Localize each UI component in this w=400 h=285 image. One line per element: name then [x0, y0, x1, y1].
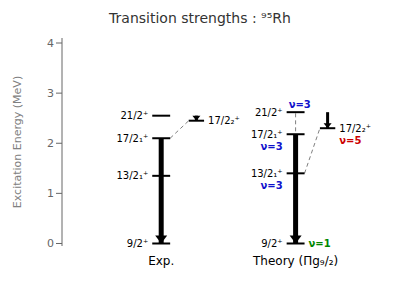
svg-text:Excitation Energy (MeV): Excitation Energy (MeV) — [11, 76, 24, 208]
svg-text:13/2₁⁺: 13/2₁⁺ — [116, 170, 148, 181]
svg-text:17/2₁⁺: 17/2₁⁺ — [251, 129, 283, 140]
svg-text:ν=3: ν=3 — [289, 99, 311, 110]
svg-text:ν=1: ν=1 — [309, 238, 331, 249]
svg-text:21/2⁺: 21/2⁺ — [255, 107, 283, 118]
svg-text:17/2₂⁺: 17/2₂⁺ — [339, 123, 371, 134]
svg-text:ν=3: ν=3 — [260, 141, 282, 152]
svg-text:9/2⁺: 9/2⁺ — [127, 238, 148, 249]
svg-text:9/2⁺: 9/2⁺ — [261, 238, 282, 249]
svg-text:0: 0 — [47, 237, 54, 250]
svg-text:21/2⁺: 21/2⁺ — [121, 110, 149, 121]
svg-text:Theory (Πg₉/₂): Theory (Πg₉/₂) — [252, 254, 338, 268]
svg-text:4: 4 — [47, 37, 54, 50]
svg-text:2: 2 — [47, 137, 54, 150]
svg-text:17/2₂⁺: 17/2₂⁺ — [208, 115, 240, 126]
svg-text:13/2₁⁺: 13/2₁⁺ — [251, 168, 283, 179]
svg-text:1: 1 — [47, 187, 54, 200]
svg-text:ν=5: ν=5 — [339, 135, 361, 146]
html-text:Transition strengths : ⁹⁵Rh: Transition strengths : ⁹⁵Rh — [109, 10, 291, 26]
svg-text:ν=3: ν=3 — [260, 180, 282, 191]
svg-text:3: 3 — [47, 87, 54, 100]
svg-text:17/2₁⁺: 17/2₁⁺ — [116, 133, 148, 144]
svg-text:Exp.: Exp. — [148, 254, 174, 268]
